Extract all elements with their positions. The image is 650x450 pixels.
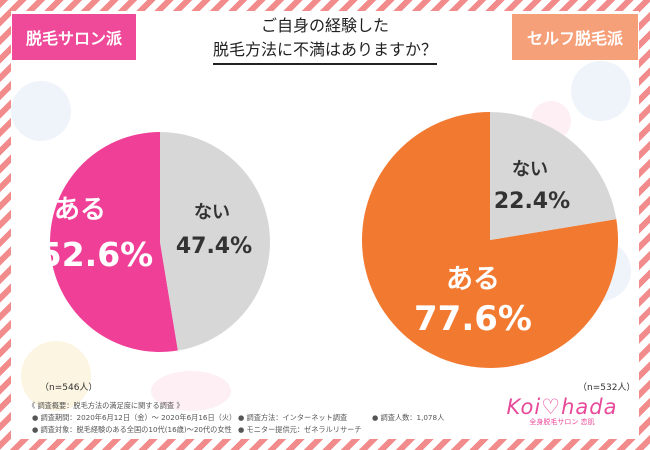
survey-header: 《 調査概要：脱毛方法の満足度に関する調査 》 <box>28 401 184 410</box>
flower-decoration <box>11 81 71 141</box>
title-line1: ご自身の経験した <box>260 16 389 35</box>
flower-decoration <box>151 371 231 411</box>
slice-value-2-2: 22.4% <box>494 189 570 214</box>
title-line2: 脱毛方法に不満はありますか？ <box>212 38 437 65</box>
pie-slice-1-2 <box>160 132 270 351</box>
logo-text: Koi♡hada <box>506 395 618 419</box>
salon-sample-size: （n=546人） <box>40 383 98 393</box>
survey-provider: ● モニター提供元：ゼネラルリサーチ <box>238 425 362 434</box>
chart-title: ご自身の経験した 脱毛方法に不満はありますか？ <box>150 14 500 65</box>
survey-count: ● 調査人数：1,078人 <box>372 413 445 422</box>
slice-label-1-2: ない <box>194 202 230 223</box>
slice-value-1-2: 47.4% <box>176 234 252 259</box>
slice-value-1-1: 52.6% <box>39 235 154 274</box>
flower-decoration <box>21 341 91 411</box>
pie-slice-2-2 <box>490 112 617 240</box>
slice-label-2-1: ある <box>446 264 500 295</box>
survey-method: ● 調査方法：インターネット調査 <box>238 413 348 422</box>
survey-period: ● 調査期間：2020年6月12日（金）～ 2020年6月16日（火） <box>32 413 237 422</box>
pie-slice-1-1 <box>49 132 178 352</box>
survey-target: ● 調査対象：脱毛経験のある全国の10代(16歳)～20代の女性 <box>32 425 232 434</box>
flower-decoration <box>571 61 631 121</box>
slice-label-2-2: ない <box>512 159 548 180</box>
pie-slice-2-1 <box>361 112 618 368</box>
slice-value-2-1: 77.6% <box>414 299 532 339</box>
logo-subtitle: 全身脱毛サロン 恋肌 <box>529 418 595 426</box>
koihada-logo: Koi♡hada 全身脱毛サロン 恋肌 <box>497 395 627 427</box>
self-group-tag: セルフ脱毛派 <box>512 14 638 60</box>
salon-group-tag: 脱毛サロン派 <box>12 14 136 60</box>
self-sample-size: （n=532人） <box>578 383 636 393</box>
slice-label-1-1: ある <box>54 195 106 225</box>
